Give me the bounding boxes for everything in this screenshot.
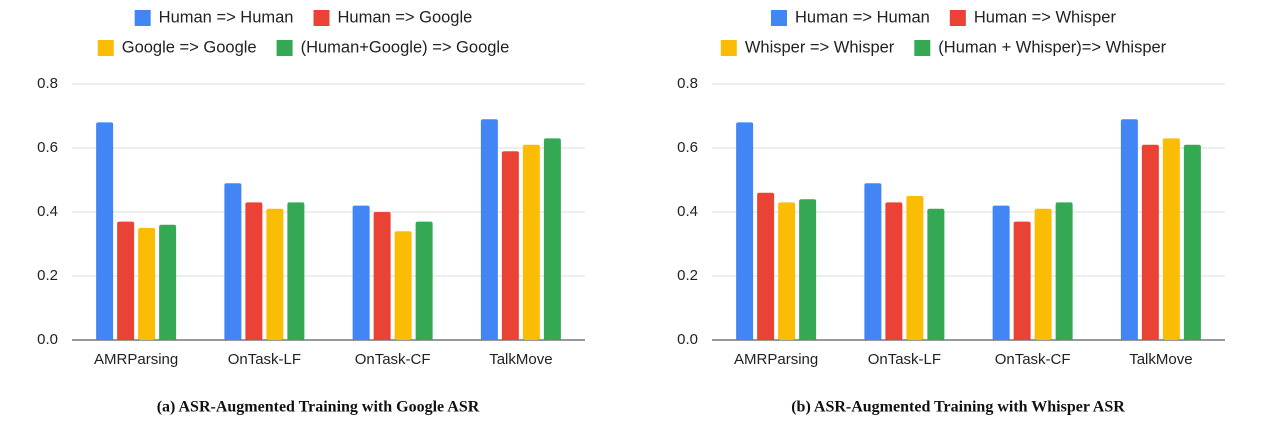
bar — [736, 122, 754, 341]
x-tick-label: OnTask-CF — [995, 351, 1071, 368]
legend-label: Human => Google — [337, 8, 472, 26]
bar — [287, 202, 305, 340]
bar — [543, 138, 561, 340]
x-tick-label: AMRParsing — [734, 351, 818, 368]
legend-swatch — [949, 10, 966, 26]
bar — [394, 231, 412, 340]
bar — [373, 212, 391, 340]
bar — [117, 221, 135, 340]
legend-swatch — [720, 40, 737, 56]
legend-row: Whisper => Whisper (Human + Whisper)=> Wh… — [720, 38, 1167, 56]
legend-swatch — [97, 40, 114, 56]
bar — [1034, 208, 1052, 340]
y-tick-label: 0.8 — [37, 75, 58, 92]
y-tick-label: 0.0 — [37, 331, 58, 348]
x-tick-label: OnTask-CF — [355, 351, 431, 368]
bar — [992, 205, 1010, 340]
bar — [501, 151, 519, 340]
legend-label: Human => Whisper — [974, 8, 1117, 26]
legend-row: Google => Google (Human+Google) => Google — [97, 38, 510, 56]
y-tick-label: 0.4 — [677, 203, 698, 220]
bar — [1162, 138, 1180, 340]
bar — [96, 122, 114, 341]
legend-label: Human => Human — [159, 8, 294, 26]
y-tick-label: 0.4 — [37, 203, 58, 220]
bar — [415, 221, 433, 340]
bar — [1055, 202, 1073, 340]
legend-row: Human => Human Human => Whisper — [771, 8, 1116, 26]
bar — [1141, 144, 1159, 340]
legend-label: (Human+Google) => Google — [301, 38, 510, 56]
y-tick-label: 0.8 — [677, 75, 698, 92]
bar — [778, 202, 796, 340]
bar — [245, 202, 263, 340]
bar — [927, 208, 945, 340]
legend-swatch — [914, 40, 931, 56]
bar — [480, 119, 498, 340]
x-tick-label: OnTask-LF — [228, 351, 301, 368]
bar — [1013, 221, 1031, 340]
legend-label: Human => Human — [795, 8, 930, 26]
bar — [159, 224, 177, 340]
legend-swatch — [134, 10, 151, 26]
x-tick-label: AMRParsing — [94, 351, 178, 368]
bar — [522, 144, 540, 340]
legend-label: (Human + Whisper)=> Whisper — [938, 38, 1166, 56]
bar — [352, 205, 370, 340]
x-tick-label: OnTask-LF — [868, 351, 941, 368]
y-tick-label: 0.2 — [37, 267, 58, 284]
x-tick-label: TalkMove — [489, 351, 552, 368]
bar — [1183, 144, 1201, 340]
legend-swatch — [313, 10, 330, 26]
bar — [1120, 119, 1138, 340]
caption: (a) ASR-Augmented Training with Google A… — [157, 399, 480, 416]
y-tick-label: 0.6 — [677, 139, 698, 156]
bar — [864, 183, 882, 340]
legend-row: Human => Human Human => Google — [134, 8, 472, 26]
legend-swatch — [276, 40, 293, 56]
bar — [757, 192, 775, 340]
x-tick-label: TalkMove — [1129, 351, 1192, 368]
bar — [138, 228, 156, 340]
bar — [266, 208, 284, 340]
chart: 0.0 0.2 0.4 0.6 0.8 AMRParsing OnTask-LF OnTask… — [37, 8, 585, 416]
legend-label: Google => Google — [122, 38, 257, 56]
bar — [224, 183, 242, 340]
bar — [906, 196, 924, 340]
y-tick-label: 0.6 — [37, 139, 58, 156]
chart: 0.0 0.2 0.4 0.6 0.8 AMRParsing OnTask-LF OnTask… — [677, 8, 1225, 416]
y-tick-label: 0.0 — [677, 331, 698, 348]
legend-swatch — [771, 10, 788, 26]
caption: (b) ASR-Augmented Training with Whisper … — [791, 399, 1125, 416]
y-tick-label: 0.2 — [677, 267, 698, 284]
legend-label: Whisper => Whisper — [745, 38, 895, 56]
bar — [885, 202, 903, 340]
bar — [799, 199, 817, 340]
